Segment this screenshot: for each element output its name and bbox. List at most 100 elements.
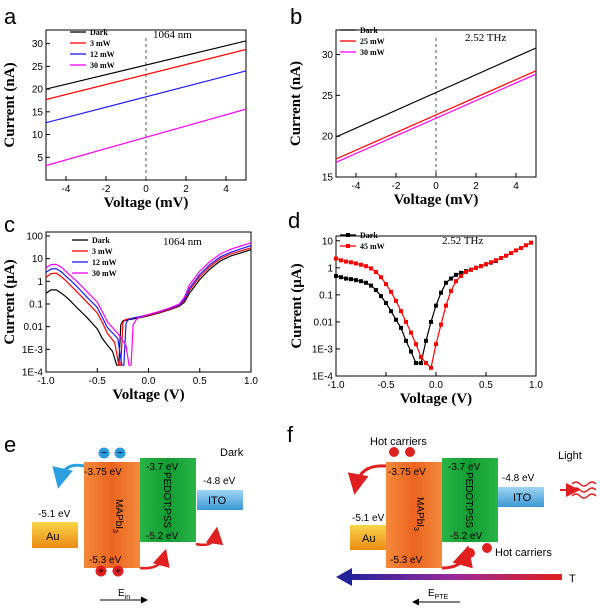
temperature-gradient-bar xyxy=(346,574,562,580)
y-tick-label: 25 xyxy=(32,62,44,73)
electron-1 xyxy=(98,447,110,459)
panel-label-c: c xyxy=(4,212,15,237)
mapbi-top-energy-f: -3.75 eV xyxy=(388,467,426,478)
series-line-dark xyxy=(46,249,251,366)
hole-arrow-2 xyxy=(195,526,224,547)
chart-c: -1.0 -0.5 0.0 0.5 1.0 1E-4 1E-3 0.01 0.1 1 10 100 Da… xyxy=(2,212,258,403)
x-tick-label: 0.0 xyxy=(429,380,443,391)
data-point xyxy=(424,338,428,343)
pedot-bottom-energy: -5.2 eV xyxy=(146,531,179,542)
data-point xyxy=(409,330,413,335)
y-axis-label: Current (μA) xyxy=(289,263,305,348)
hot-carriers-bottom: Hot carriers xyxy=(495,547,552,559)
data-point xyxy=(404,319,408,324)
y-tick-label: 0.01 xyxy=(24,322,44,333)
schematic-e: e -5.1 eV Au -3.75 eV -5.3 eV MAPbI3 -3.… xyxy=(4,432,244,604)
panel-label-d: d xyxy=(288,208,300,233)
data-point xyxy=(379,294,383,299)
mapbi-bottom-energy-f: -5.3 eV xyxy=(390,555,423,566)
annotation-c: 1064 nm xyxy=(163,236,202,248)
ito-energy-f: -4.8 eV xyxy=(502,473,535,484)
legend-label: 3 mW xyxy=(90,39,111,48)
electron-1-symbol: − xyxy=(101,448,107,459)
x-axis-label: Voltage (mV) xyxy=(394,192,479,208)
data-point xyxy=(389,309,393,314)
series-line-dark xyxy=(46,40,246,90)
electron-2 xyxy=(114,447,126,459)
dark-label: Dark xyxy=(220,447,244,459)
legend-marker xyxy=(346,233,350,237)
data-point xyxy=(359,279,363,284)
x-tick-label: -1.0 xyxy=(37,376,55,387)
ito-label: ITO xyxy=(208,495,227,507)
x-tick-label: 4 xyxy=(513,181,519,192)
data-point xyxy=(359,262,363,267)
data-point xyxy=(449,288,453,293)
carrier-arrow-bottom xyxy=(441,545,473,570)
x-axis-label: Voltage (V) xyxy=(112,387,184,403)
data-point xyxy=(524,243,528,248)
hole-1-symbol: + xyxy=(98,567,104,578)
data-point xyxy=(389,289,393,294)
legend-label: 12 mW xyxy=(92,258,117,267)
data-point xyxy=(394,298,398,303)
data-point xyxy=(469,267,473,272)
series-line-45-mw xyxy=(336,242,532,370)
y-tick-label: 100 xyxy=(26,231,43,242)
pedot-label: PEDOT:PSS xyxy=(161,472,172,528)
y-tick-label: 20 xyxy=(322,132,334,143)
data-point xyxy=(429,319,433,324)
data-point xyxy=(374,288,378,293)
annotation-a: 1064 nm xyxy=(153,29,192,41)
series-line-25-mw xyxy=(336,70,536,160)
data-point xyxy=(354,261,358,266)
legend-label: Dark xyxy=(360,231,378,240)
x-tick-label: 2 xyxy=(183,184,189,195)
pedot-top-energy: -3.7 eV xyxy=(146,462,179,473)
y-tick-label: 1E-4 xyxy=(312,372,334,383)
data-point xyxy=(444,303,448,308)
data-point xyxy=(374,269,378,274)
data-point xyxy=(344,276,348,281)
data-point xyxy=(404,338,408,343)
hole-2 xyxy=(112,565,124,577)
au-label: Au xyxy=(46,531,59,543)
electron-2-symbol: − xyxy=(117,448,123,459)
y-tick-label: 1 xyxy=(327,263,333,274)
y-tick-label: 15 xyxy=(322,173,334,184)
x-tick-label: -2 xyxy=(102,184,111,195)
data-point xyxy=(409,349,413,354)
y-tick-label: 1E-3 xyxy=(312,344,334,355)
data-point xyxy=(439,322,443,327)
data-point xyxy=(439,290,443,295)
x-tick-label: -4 xyxy=(352,181,361,192)
y-tick-label: 0.1 xyxy=(29,299,43,310)
au-energy-f: -5.1 eV xyxy=(352,513,385,524)
data-point xyxy=(334,273,338,278)
y-tick-label: 1E-4 xyxy=(22,368,44,379)
pedot-layer-f xyxy=(442,458,498,542)
data-point xyxy=(484,262,488,267)
hot-carrier-4 xyxy=(482,543,492,553)
y-tick-label: 1 xyxy=(37,277,43,288)
mapbi-label: MAPbI3 xyxy=(111,499,124,533)
chart-d: -1.0 -0.5 0.0 0.5 1.0 1E-4 1E-3 0.01 0.1 1 10 Dark 4… xyxy=(288,208,543,407)
data-point xyxy=(384,282,388,287)
mapbi-top-energy: -3.75 eV xyxy=(84,467,122,478)
data-point xyxy=(399,325,403,330)
data-point xyxy=(434,303,438,308)
series-line-12-mw xyxy=(46,244,251,366)
data-point xyxy=(354,278,358,283)
data-point xyxy=(364,280,368,285)
y-tick-label: 25 xyxy=(322,91,334,102)
series-line-30-mw xyxy=(46,108,246,167)
panel-label-e: e xyxy=(4,432,16,457)
data-point xyxy=(459,270,463,275)
series-line-dark xyxy=(336,260,497,364)
x-tick-label: 0.5 xyxy=(193,376,207,387)
hole-arrow-1 xyxy=(139,548,170,570)
y-tick-label: 0.1 xyxy=(319,290,333,301)
data-point xyxy=(519,246,523,251)
hot-carrier-1 xyxy=(389,447,399,457)
y-tick-label: 30 xyxy=(322,50,334,61)
